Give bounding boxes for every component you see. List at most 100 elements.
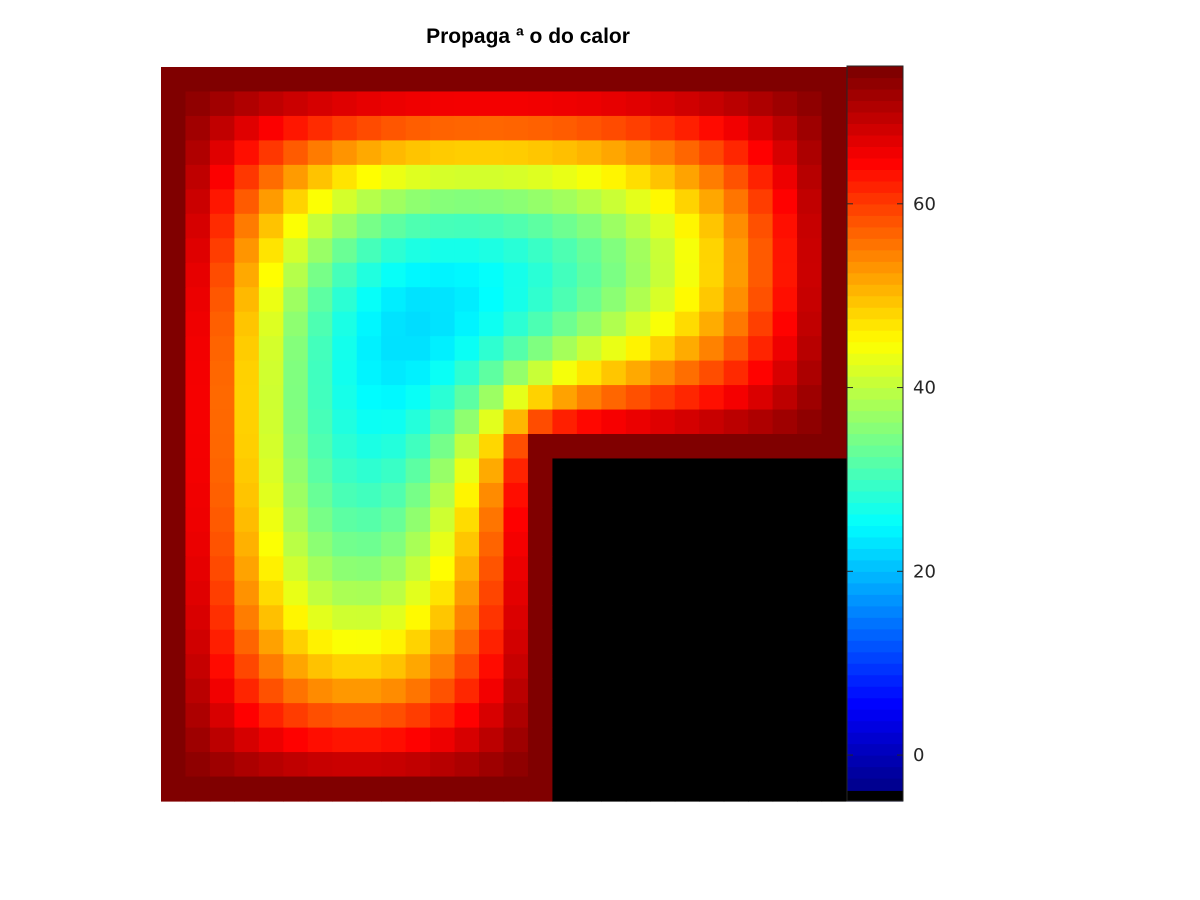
heatmap-cell xyxy=(332,262,358,288)
colorbar-swatch xyxy=(847,307,903,320)
masked-cell xyxy=(576,752,602,778)
colorbar-swatch xyxy=(847,203,903,216)
heatmap-cell xyxy=(527,164,554,190)
masked-cell xyxy=(772,678,798,704)
heatmap-cell xyxy=(185,360,211,386)
heatmap-cell xyxy=(405,409,431,435)
heatmap-cell xyxy=(430,629,456,655)
colorbar-swatch xyxy=(847,364,903,377)
heatmap-cell xyxy=(234,360,260,386)
colorbar-swatch xyxy=(847,157,903,170)
masked-cell xyxy=(625,531,651,557)
masked-cell xyxy=(772,507,798,533)
masked-cell xyxy=(821,458,847,484)
heatmap-cell xyxy=(209,409,235,435)
heatmap-cell xyxy=(234,727,260,753)
colorbar-swatch xyxy=(847,548,903,561)
masked-cell xyxy=(772,531,798,557)
heatmap-cell xyxy=(723,189,749,215)
heatmap-cell xyxy=(283,91,309,117)
heatmap-cell xyxy=(527,360,554,386)
heatmap-cell xyxy=(381,434,407,460)
heatmap-cell xyxy=(527,605,554,631)
heatmap-cell xyxy=(161,385,187,411)
heatmap-cell xyxy=(307,262,333,288)
heatmap-cell xyxy=(356,164,382,190)
heatmap-cell xyxy=(430,238,456,264)
heatmap-cell xyxy=(356,531,382,557)
heatmap-cell xyxy=(527,311,554,337)
heatmap-cell xyxy=(307,727,333,753)
heatmap-cell xyxy=(185,287,211,313)
heatmap-cell xyxy=(283,556,309,582)
heatmap-cell xyxy=(185,531,211,557)
heatmap-cell xyxy=(503,507,529,533)
heatmap-cell xyxy=(209,238,235,264)
masked-cell xyxy=(748,482,774,508)
masked-cell xyxy=(797,531,823,557)
colorbar-swatch xyxy=(847,146,903,159)
heatmap-cell xyxy=(161,556,187,582)
heatmap-cell xyxy=(772,189,798,215)
heatmap-cell xyxy=(307,580,333,606)
heatmap-cell xyxy=(283,287,309,313)
heatmap-cell xyxy=(503,140,529,166)
heatmap-cell xyxy=(479,703,505,729)
heatmap-cell xyxy=(650,213,676,239)
heatmap-cell xyxy=(503,531,529,557)
heatmap-cell xyxy=(381,238,407,264)
masked-cell xyxy=(601,580,627,606)
masked-cell xyxy=(699,531,725,557)
heatmap-cell xyxy=(479,360,505,386)
heatmap-cell xyxy=(625,140,651,166)
heatmap-cell xyxy=(283,654,309,680)
masked-cell xyxy=(723,752,749,778)
masked-cell xyxy=(625,703,651,729)
heatmap-cell xyxy=(430,189,456,215)
masked-cell xyxy=(748,531,774,557)
colorbar-swatch xyxy=(847,215,903,228)
masked-cell xyxy=(650,458,676,484)
heatmap-cell xyxy=(185,482,211,508)
masked-cell xyxy=(650,531,676,557)
heatmap-cell xyxy=(552,262,578,288)
heatmap-cell xyxy=(527,629,554,655)
heatmap-cell xyxy=(552,434,578,460)
heatmap-cell xyxy=(723,385,749,411)
heatmap-cell xyxy=(430,605,456,631)
heatmap-cell xyxy=(821,336,847,362)
colorbar-swatch xyxy=(847,479,903,492)
heatmap-cell xyxy=(821,287,847,313)
heatmap-cell xyxy=(161,531,187,557)
colorbar-swatch xyxy=(847,353,903,366)
heatmap-cell xyxy=(527,238,554,264)
heatmap-cell xyxy=(503,434,529,460)
masked-cell xyxy=(748,507,774,533)
masked-cell xyxy=(601,654,627,680)
masked-cell xyxy=(552,727,578,753)
colorbar-swatch xyxy=(847,513,903,526)
masked-cell xyxy=(748,605,774,631)
heatmap-cell xyxy=(234,507,260,533)
masked-cell xyxy=(772,654,798,680)
masked-cell xyxy=(723,605,749,631)
heatmap-cell xyxy=(552,238,578,264)
heatmap-cell xyxy=(185,262,211,288)
masked-cell xyxy=(748,556,774,582)
masked-cell xyxy=(772,580,798,606)
heatmap-cell xyxy=(307,115,333,141)
heatmap-cell xyxy=(307,360,333,386)
heatmap-cell xyxy=(209,262,235,288)
heatmap-cell xyxy=(601,336,627,362)
heatmap-cell xyxy=(797,311,823,337)
heatmap-cell xyxy=(699,189,725,215)
colorbar-swatch xyxy=(847,88,903,102)
masked-cell xyxy=(699,654,725,680)
heatmap-cell xyxy=(723,91,749,117)
masked-cell xyxy=(674,629,700,655)
colorbar-swatch xyxy=(847,192,903,205)
colorbar-swatch xyxy=(847,755,903,768)
heatmap-cell xyxy=(699,164,725,190)
heatmap-cell xyxy=(454,67,480,93)
heatmap-cell xyxy=(625,336,651,362)
